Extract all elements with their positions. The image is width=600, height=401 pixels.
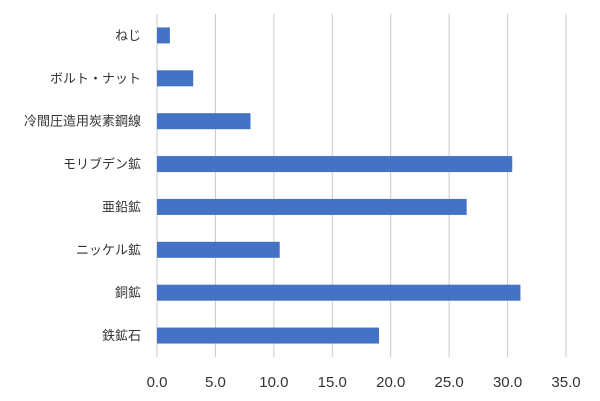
bar xyxy=(157,70,194,87)
x-tick-label: 5.0 xyxy=(205,374,226,391)
x-tick-label: 30.0 xyxy=(493,374,522,391)
bar xyxy=(157,113,251,130)
bar xyxy=(157,27,170,44)
gridlines xyxy=(156,14,567,357)
category-label: 鉄鉱石 xyxy=(102,328,141,344)
x-tick-label: 35.0 xyxy=(551,374,580,391)
category-label: ボルト・ナット xyxy=(50,72,141,87)
x-tick-label: 0.0 xyxy=(147,374,168,391)
category-label: 冷間圧造用炭素鋼線 xyxy=(24,114,141,130)
bar xyxy=(157,198,467,215)
bar xyxy=(157,241,280,258)
category-label: ねじ xyxy=(115,29,141,44)
bar xyxy=(157,284,521,301)
bars xyxy=(157,27,521,344)
x-tick-label: 25.0 xyxy=(435,374,464,391)
x-tick-label: 15.0 xyxy=(318,374,347,391)
x-axis-tick-labels: 0.0 5.0 10.0 15.0 20.0 25.0 30.0 35.0 xyxy=(147,374,581,391)
category-label: 亜鉛鉱 xyxy=(102,199,141,215)
x-tick-label: 20.0 xyxy=(376,374,405,391)
category-label: ニッケル鉱 xyxy=(76,242,141,258)
category-label: モリブデン鉱 xyxy=(63,157,141,173)
category-label: 銅鉱 xyxy=(115,285,141,301)
x-tick-label: 10.0 xyxy=(259,374,288,391)
bar xyxy=(157,156,513,173)
bar xyxy=(157,327,380,344)
